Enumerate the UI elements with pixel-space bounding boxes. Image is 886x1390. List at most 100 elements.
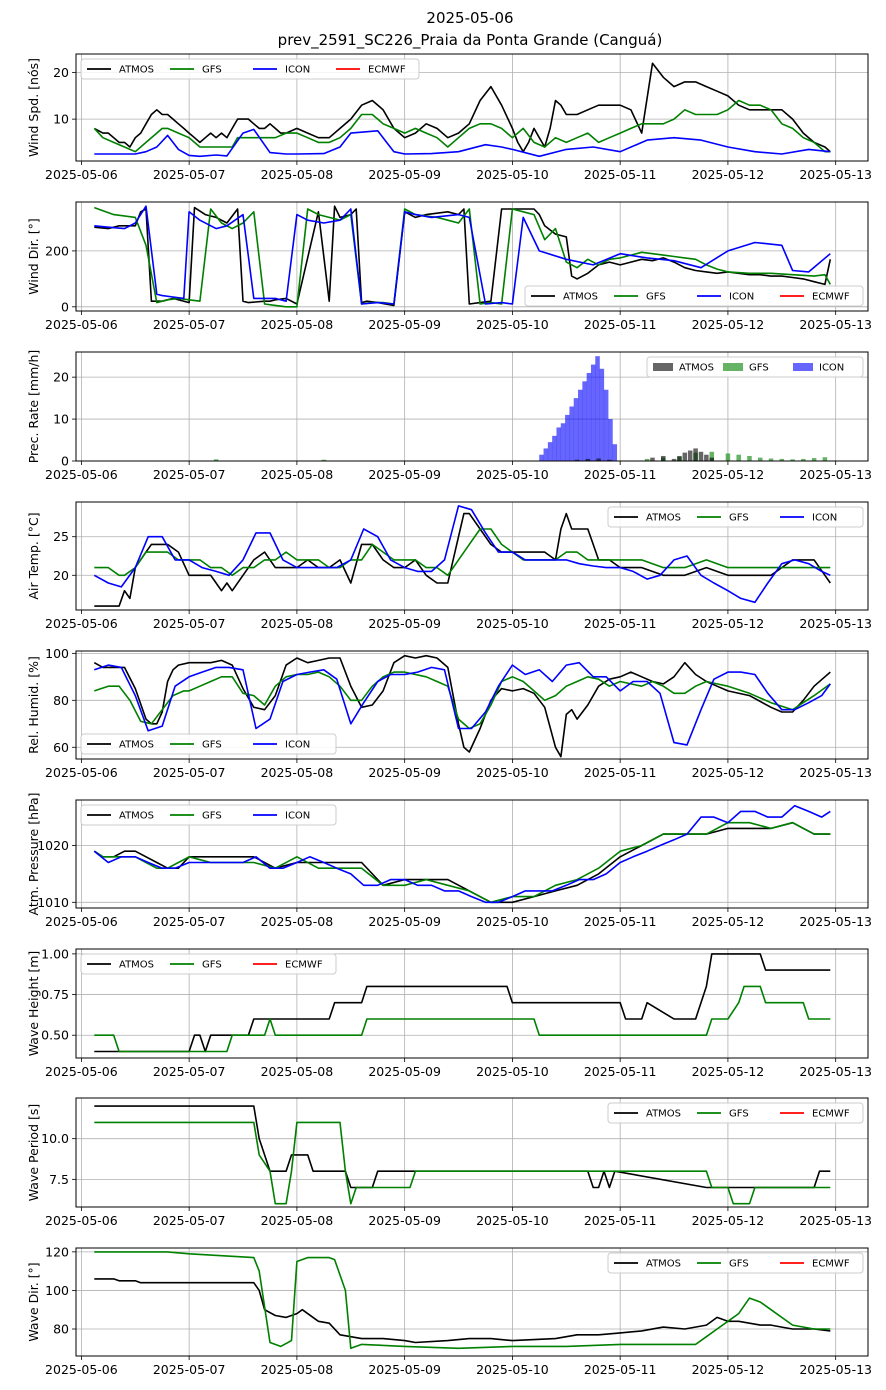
series-line-icon	[94, 205, 831, 305]
x-tick-label: 2025-05-10	[476, 914, 549, 929]
chart-panel-5: 2025-05-06 2025-05-07 2025-05-08 2025-05-09…	[26, 646, 872, 780]
x-tick-label: 2025-05-11	[584, 1362, 657, 1377]
x-tick-label: 2025-05-06	[45, 765, 118, 780]
x-tick-label: 2025-05-06	[45, 1213, 118, 1228]
x-tick-label: 2025-05-07	[153, 765, 226, 780]
y-axis-label: Rel. Humid. [%]	[26, 656, 41, 754]
legend-label-atmos: ATMOS	[646, 1109, 681, 1120]
y-axis-label: Atm. Pressure [hPa]	[26, 792, 41, 915]
chart-legend: ATMOS GFS ICON	[646, 356, 864, 378]
x-tick-label: 2025-05-06	[45, 317, 118, 332]
plot-area	[213, 356, 828, 461]
y-tick-label: 25	[53, 529, 69, 544]
y-tick-label: 0.75	[41, 987, 69, 1002]
axes-frame	[75, 1247, 869, 1357]
y-tick-label: 0.50	[41, 1028, 69, 1043]
y-tick-label: 200	[45, 243, 69, 258]
axes-frame	[75, 799, 869, 909]
precip-bar-atmos	[650, 457, 655, 461]
x-tick-label: 2025-05-07	[153, 1213, 226, 1228]
precip-bar-atmos	[687, 450, 693, 461]
legend-label-icon: ICON	[819, 363, 844, 374]
axes-frame	[75, 53, 869, 162]
legend-label-atmos: ATMOS	[679, 363, 714, 374]
y-tick-label: 20	[53, 568, 69, 583]
precip-bar-gfs	[757, 457, 763, 461]
legend-label-ecmwf: ECMWF	[285, 960, 323, 971]
x-tick-label: 2025-05-12	[692, 616, 765, 631]
legend-box	[646, 356, 864, 378]
precip-bar-gfs	[736, 454, 741, 461]
x-tick-label: 2025-05-11	[584, 914, 657, 929]
precip-bar-icon	[612, 444, 618, 461]
series-line-atmos	[94, 1278, 831, 1344]
chart-panel-9: 2025-05-06 2025-05-07 2025-05-08 2025-05-09…	[26, 1244, 872, 1377]
legend-label-ecmwf: ECMWF	[812, 1259, 850, 1270]
plot-area	[94, 953, 831, 1053]
legend-label-atmos: ATMOS	[119, 960, 154, 971]
y-tick-label: 10.0	[41, 1131, 69, 1146]
y-tick-label: 1020	[37, 838, 69, 853]
y-axis-label: Prec. Rate [mm/h]	[26, 350, 41, 464]
y-tick-label: 1010	[37, 895, 69, 910]
x-tick-label: 2025-05-06	[45, 467, 118, 482]
legend-box	[607, 506, 864, 528]
chart-panel-4: 2025-05-06 2025-05-07 2025-05-08 2025-05-09…	[26, 501, 872, 631]
y-axis-label: Wave Period [s]	[26, 1104, 41, 1202]
chart-legend: ATMOS GFS ECMWF	[607, 1252, 864, 1274]
x-tick-label: 2025-05-09	[368, 167, 441, 182]
x-tick-label: 2025-05-10	[476, 317, 549, 332]
y-tick-label: 10	[53, 112, 69, 127]
y-tick-label: 120	[45, 1244, 69, 1259]
legend-label-gfs: GFS	[202, 65, 222, 76]
precip-bar-icon	[539, 454, 544, 461]
precip-bar-icon	[569, 406, 574, 461]
precip-bar-atmos	[671, 458, 677, 461]
plot-area	[93, 654, 831, 758]
legend-label-atmos: ATMOS	[119, 65, 154, 76]
legend-label-icon: ICON	[285, 811, 310, 822]
legend-label-ecmwf: ECMWF	[812, 1109, 850, 1120]
precip-bar-gfs	[801, 458, 806, 461]
precip-bar-icon	[556, 427, 562, 461]
x-tick-label: 2025-05-10	[476, 765, 549, 780]
precip-bar-gfs	[768, 458, 774, 461]
precip-bar-atmos	[607, 459, 612, 461]
x-tick-label: 2025-05-13	[799, 616, 872, 631]
series-line-gfs	[94, 671, 831, 730]
y-tick-label: 100	[45, 1283, 69, 1298]
y-tick-label: 100	[45, 646, 69, 661]
x-tick-label: 2025-05-12	[692, 317, 765, 332]
chart-panel-2: 2025-05-06 2025-05-07 2025-05-08 2025-05-09…	[26, 201, 872, 332]
axes-frame	[75, 351, 869, 462]
x-tick-label: 2025-05-08	[261, 167, 334, 182]
x-tick-label: 2025-05-07	[153, 167, 226, 182]
precip-bar-atmos	[693, 448, 698, 461]
x-tick-label: 2025-05-08	[261, 914, 334, 929]
plot-area	[94, 1105, 831, 1205]
x-tick-label: 2025-05-09	[368, 317, 441, 332]
y-tick-label: 60	[53, 740, 69, 755]
x-tick-label: 2025-05-08	[261, 765, 334, 780]
series-line-gfs	[94, 528, 831, 577]
series-line-atmos	[94, 953, 831, 1053]
precip-bar-atmos	[698, 451, 704, 461]
chart-legend: ATMOS GFS ICON ECMWF	[80, 58, 420, 80]
chart-panel-1: 2025-05-06 2025-05-07 2025-05-08 2025-05-09…	[26, 53, 872, 182]
legend-label-gfs: GFS	[729, 1259, 749, 1270]
precip-bar-icon	[547, 442, 553, 461]
legend-box	[607, 1252, 864, 1274]
x-tick-label: 2025-05-09	[368, 1362, 441, 1377]
x-tick-label: 2025-05-06	[45, 1362, 118, 1377]
axes-frame	[75, 1097, 869, 1208]
x-tick-label: 2025-05-08	[261, 467, 334, 482]
precip-bar-icon	[582, 381, 587, 461]
x-tick-label: 2025-05-09	[368, 1064, 441, 1079]
precip-bar-icon	[603, 389, 609, 461]
precip-bar-icon	[573, 398, 579, 461]
x-tick-label: 2025-05-13	[799, 1213, 872, 1228]
precip-bar-gfs	[822, 457, 828, 461]
legend-label-ecmwf: ECMWF	[812, 292, 850, 303]
precip-bar-gfs	[790, 459, 795, 461]
y-axis-label: Wave Height [m]	[26, 951, 41, 1057]
